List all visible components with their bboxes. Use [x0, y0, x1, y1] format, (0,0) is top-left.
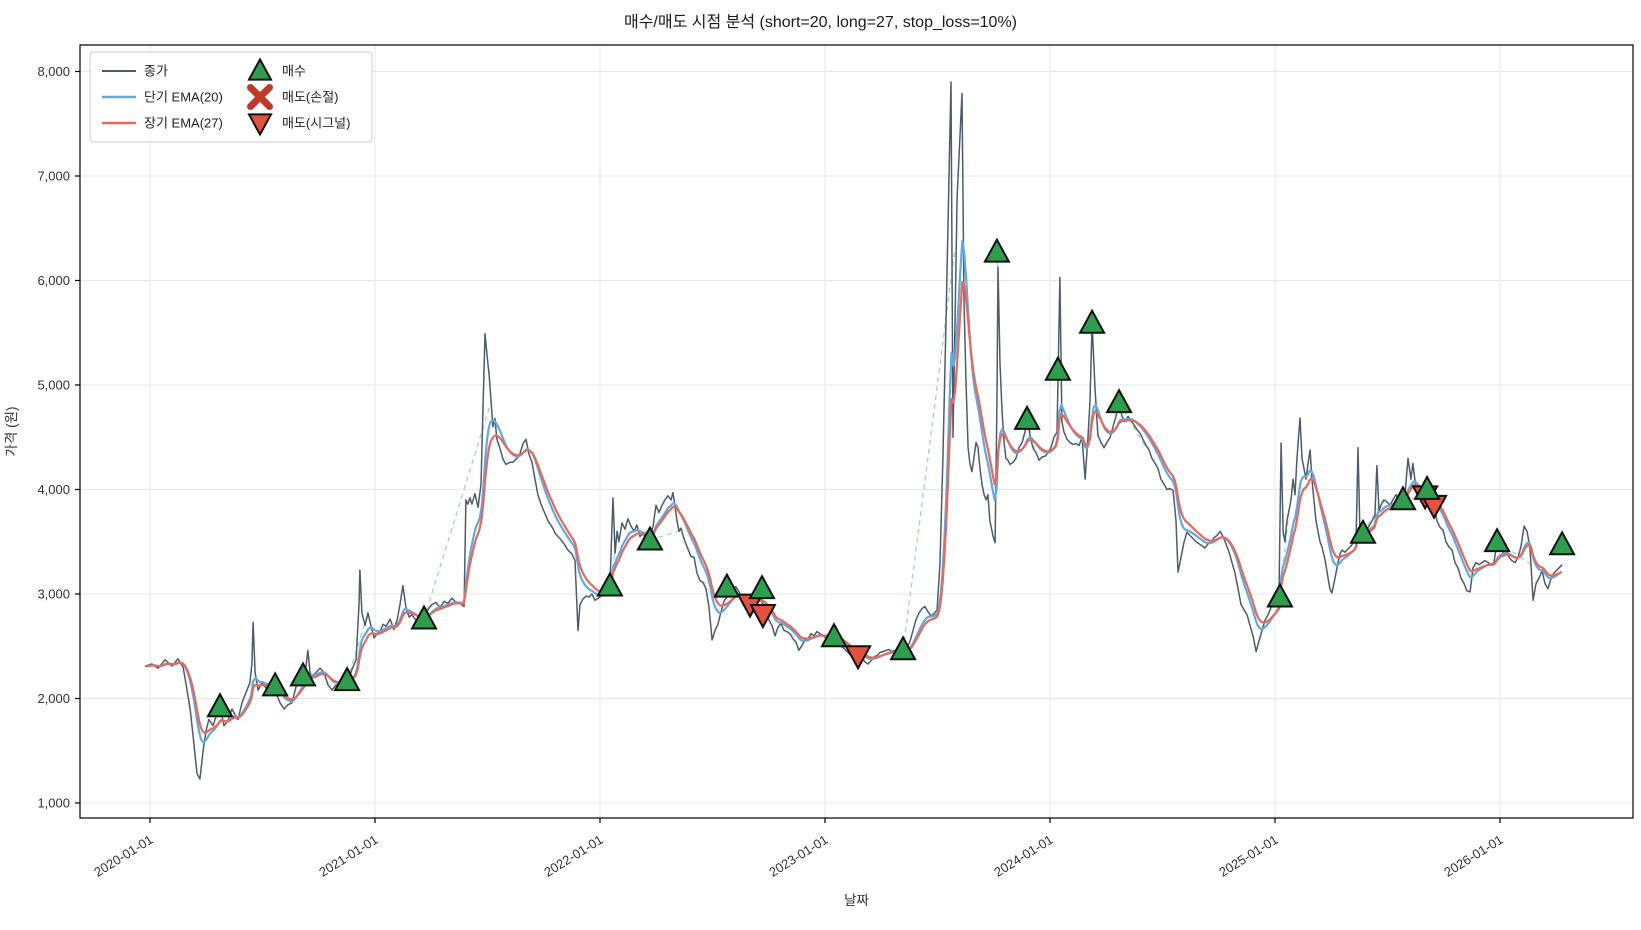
buy-marker-triangle-up [261, 671, 289, 697]
legend-label: 매도(시그널) [282, 116, 350, 131]
legend-label: 종가 [144, 64, 168, 79]
trade-connector [1279, 510, 1290, 598]
sell-signal-marker-triangle-down [247, 113, 273, 137]
buy-marker-triangle-up [333, 666, 361, 692]
x-stroke [247, 84, 273, 110]
buy-marker-triangle-up [206, 692, 234, 718]
x-tick-label: 2026-01-01 [1441, 832, 1505, 880]
buy-marker-triangle-up [1483, 527, 1511, 553]
buy-marker-triangle-up [410, 604, 438, 630]
y-tick-label: 7,000 [37, 169, 70, 184]
buy-marker-triangle-up [1078, 308, 1106, 334]
plot-frame [79, 44, 1634, 819]
ema-long-line [145, 281, 1563, 734]
y-tick-label: 5,000 [37, 378, 70, 393]
buy-marker-triangle-up [983, 237, 1011, 263]
y-tick-label: 1,000 [37, 796, 70, 811]
sell-signal-marker-triangle-down [749, 604, 777, 630]
x-axis-label: 날짜 [844, 893, 869, 908]
buy-marker-triangle-up [1349, 518, 1377, 544]
buy-marker-triangle-up [1389, 485, 1417, 511]
buy-marker-triangle-up [1266, 582, 1294, 608]
buy-marker-triangle-up [1105, 388, 1133, 414]
x-tick-label: 2021-01-01 [316, 832, 380, 880]
legend-label: 장기 EMA(27) [144, 116, 223, 131]
buy-marker-triangle-up [889, 635, 917, 661]
x-tick-label: 2022-01-01 [541, 832, 605, 880]
buy-marker-triangle-up [596, 571, 624, 597]
y-axis-label: 가격 (원) [4, 406, 19, 456]
legend-label: 매수 [282, 64, 306, 79]
chart-title: 매수/매도 시점 분석 (short=20, long=27, stop_los… [623, 14, 1018, 31]
trade-connector [609, 552, 616, 587]
buy-marker-triangle-up [1013, 404, 1041, 430]
buy-marker-triangle-up [748, 574, 776, 600]
buy-marker-triangle-up [247, 57, 273, 81]
y-tick-label: 2,000 [37, 691, 70, 706]
sell-signal-marker-triangle-down [844, 645, 872, 671]
buy-marker-triangle-up [1413, 474, 1441, 500]
close-price-line [144, 81, 1563, 780]
legend-label: 단기 EMA(20) [144, 90, 223, 105]
y-tick-label: 4,000 [37, 482, 70, 497]
legend-box [89, 51, 373, 143]
buy-marker-triangle-up [820, 622, 848, 648]
buy-marker-triangle-up [289, 661, 317, 687]
x-tick-label: 2025-01-01 [1216, 832, 1280, 880]
legend-label: 매도(손절) [282, 90, 339, 105]
trade-connector [423, 401, 492, 620]
x-tick-label: 2020-01-01 [91, 832, 155, 880]
y-tick-label: 8,000 [37, 64, 70, 79]
y-tick-label: 3,000 [37, 587, 70, 602]
x-tick-label: 2023-01-01 [766, 832, 830, 880]
buy-marker-triangle-up [1044, 355, 1072, 381]
buy-marker-triangle-up [1548, 530, 1576, 556]
buy-marker-triangle-up [713, 572, 741, 598]
buy-marker-triangle-up [636, 525, 664, 551]
x-tick-label: 2024-01-01 [991, 832, 1055, 880]
trade-connector [346, 612, 369, 681]
stop-loss-marker-x [247, 84, 273, 110]
y-tick-label: 6,000 [37, 273, 70, 288]
trade-connector [1496, 541, 1533, 566]
trade-connector [1362, 499, 1384, 534]
